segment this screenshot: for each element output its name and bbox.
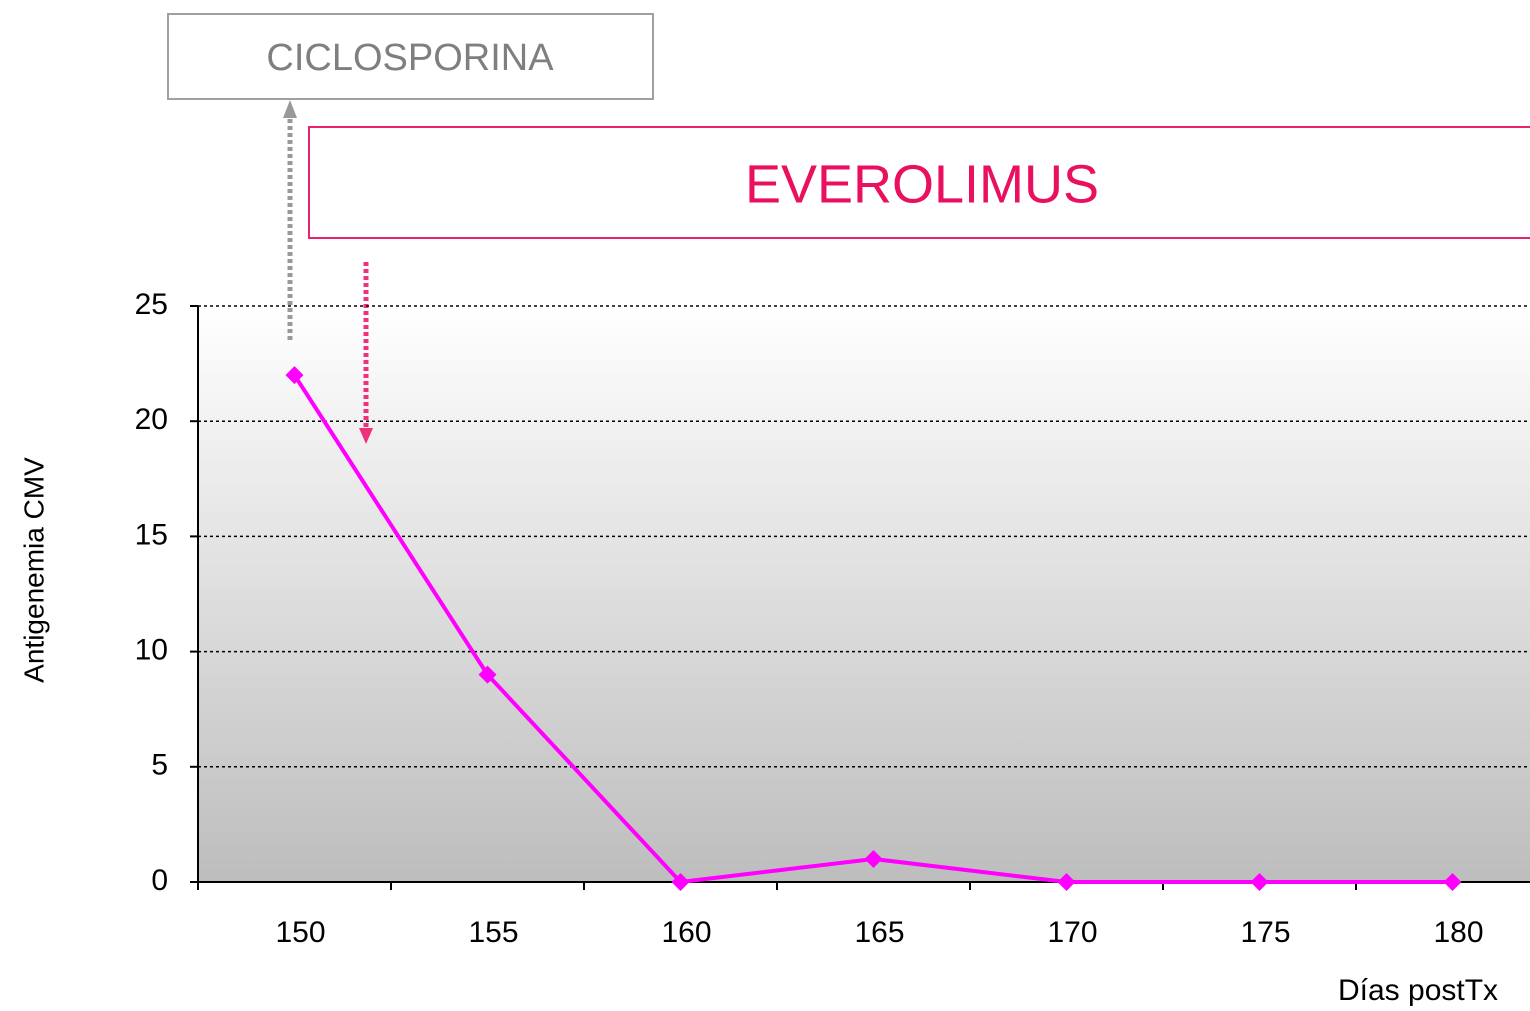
annotation-box	[308, 126, 1530, 239]
y-tick-label: 10	[135, 634, 168, 667]
marker	[285, 366, 304, 385]
x-tick-label: 180	[1433, 916, 1483, 949]
x-tick-label: 165	[854, 916, 904, 949]
arrow-head	[283, 100, 297, 118]
y-tick-label: 25	[135, 288, 168, 321]
y-axis-label: Antigenemia CMV	[18, 457, 49, 683]
y-tick-label: 5	[151, 749, 168, 782]
y-tick-label: 0	[151, 864, 168, 897]
y-tick-label: 15	[135, 518, 168, 551]
x-tick-label: 175	[1240, 916, 1290, 949]
y-tick-label: 20	[135, 403, 168, 436]
x-tick-label: 170	[1047, 916, 1097, 949]
marker	[478, 665, 497, 684]
x-tick-label: 155	[468, 916, 518, 949]
plot-area	[198, 306, 1530, 882]
x-axis-label: Días postTx	[1338, 974, 1498, 1007]
annotation: CICLOSPORINA	[266, 37, 554, 79]
marker	[864, 849, 883, 868]
arrow-head	[359, 428, 373, 444]
x-tick-label: 150	[275, 916, 325, 949]
marker	[671, 873, 690, 891]
marker	[1250, 873, 1269, 891]
annotation-box	[167, 13, 654, 100]
marker	[1443, 873, 1462, 891]
marker	[1057, 873, 1076, 891]
x-tick-label: 160	[661, 916, 711, 949]
annotation: EVEROLIMUS	[745, 154, 1099, 214]
